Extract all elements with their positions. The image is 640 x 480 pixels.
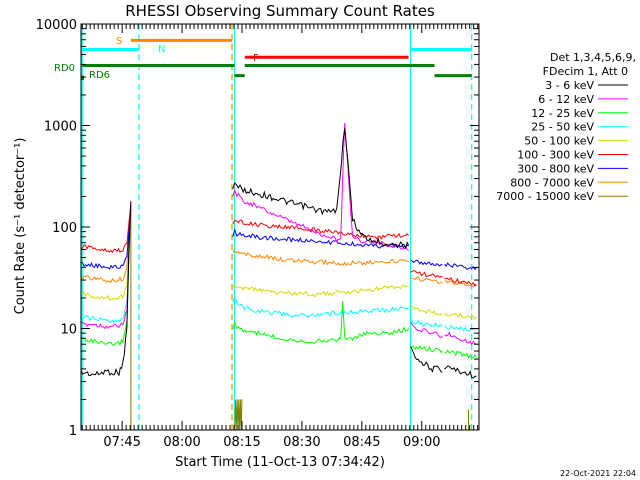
series-lines <box>81 122 477 430</box>
series-5-segment-1 <box>232 219 409 240</box>
x-tick-label: 08:00 <box>163 435 200 450</box>
series-0-segment-0 <box>81 201 132 377</box>
legend-entry-label: 800 - 7000 keV <box>510 176 594 189</box>
legend-entry-label: 7000 - 15000 keV <box>496 190 594 203</box>
flag-label-n: N <box>158 44 165 55</box>
y-tick-label: 10000 <box>36 18 77 33</box>
series-3-segment-0 <box>81 209 132 324</box>
y-tick-label: 1000 <box>44 120 77 135</box>
y-tick-label: 1 <box>69 424 77 439</box>
x-tick-label: 08:45 <box>343 435 380 450</box>
legend-entry-label: 12 - 25 keV <box>531 107 594 120</box>
x-tick-label: 09:00 <box>403 435 440 450</box>
legend-entry-label: 100 - 300 keV <box>517 149 594 162</box>
series-2-segment-2 <box>410 344 443 354</box>
series-3-segment-2 <box>410 319 443 328</box>
legend-entry-label: 300 - 800 keV <box>517 162 594 175</box>
series-3-segment-3 <box>444 324 477 332</box>
series-4-segment-1 <box>232 284 409 297</box>
series-6-segment-3 <box>444 262 477 271</box>
series-6-segment-0 <box>81 209 132 270</box>
series-7-segment-1 <box>232 250 409 267</box>
series-1-segment-0 <box>81 206 132 330</box>
series-2-segment-3 <box>444 349 477 359</box>
series-5-segment-3 <box>444 277 477 287</box>
series-7-segment-2 <box>410 276 443 284</box>
flag-label-rd0: RD0 <box>54 63 75 74</box>
series-0-segment-1 <box>232 128 410 250</box>
y-tick-label: 100 <box>52 221 77 236</box>
series-6-segment-2 <box>410 259 443 267</box>
legend-header-line-1: Det 1,3,4,5,6,9, <box>550 51 636 64</box>
flag-label-s: S <box>116 36 122 47</box>
x-axis-label: Start Time (11-Oct-13 07:34:42) <box>175 455 385 470</box>
series-7-segment-3 <box>444 280 477 288</box>
flag-label-rd6: RD6 <box>89 70 110 81</box>
footer-date: 22-Oct-2021 22:04 <box>560 469 636 478</box>
series-4-segment-0 <box>81 209 132 301</box>
chart-title: RHESSI Observing Summary Count Rates <box>125 2 435 20</box>
series-4-segment-3 <box>444 312 477 320</box>
legend-entry-label: 3 - 6 keV <box>545 79 594 92</box>
flag-bars <box>81 38 472 81</box>
x-tick-label: 08:15 <box>223 435 260 450</box>
legend-entry-label: 25 - 50 keV <box>531 121 594 134</box>
series-1-segment-3 <box>444 331 477 346</box>
x-tick-label: 07:45 <box>103 435 140 450</box>
flag-label-f: F <box>253 53 259 64</box>
legend-header-line-2: FDecim 1, Att 0 <box>543 65 628 78</box>
series-1-segment-2 <box>410 321 443 338</box>
series-0-segment-2 <box>410 346 443 373</box>
series-4-segment-2 <box>410 305 443 316</box>
series-7-segment-0 <box>81 212 132 284</box>
series-3-segment-1 <box>232 294 409 318</box>
legend-entry-label: 50 - 100 keV <box>524 135 594 148</box>
legend-entry-label: 6 - 12 keV <box>538 93 594 106</box>
series-0-segment-3 <box>444 365 477 379</box>
series-8-segment-1 <box>234 399 243 430</box>
series-2-segment-1 <box>232 301 410 344</box>
series-6-segment-1 <box>232 227 409 249</box>
y-axis-label: Count Rate (s⁻¹ detector⁻¹) <box>13 138 28 315</box>
y-tick-label: 10 <box>60 323 77 338</box>
x-tick-label: 08:30 <box>283 435 320 450</box>
axes: 1 10 100 1000 10000 07:45 08:00 08:15 08:30 08:45… <box>36 18 480 450</box>
series-5-segment-2 <box>410 270 443 278</box>
series-2-segment-0 <box>81 209 132 347</box>
legend: Det 1,3,4,5,6,9, FDecim 1, Att 0 3 - 6 k… <box>496 51 636 203</box>
series-5-segment-0 <box>81 203 132 254</box>
